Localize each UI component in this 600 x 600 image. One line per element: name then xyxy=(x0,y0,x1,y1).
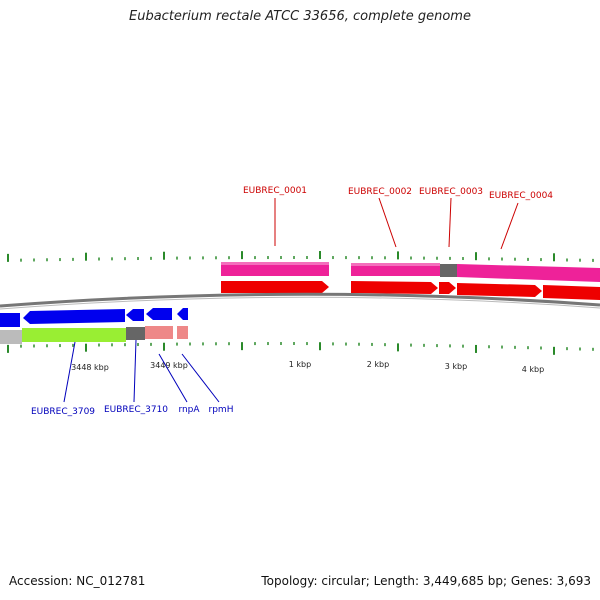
scale-label-3-kbp: 3 kbp xyxy=(445,362,467,371)
gene-label-eubrec-0004[interactable]: EUBREC_0004 xyxy=(489,191,553,201)
gene-bar-eubrec-0004[interactable] xyxy=(457,264,600,282)
cds-arrow-rpmh[interactable] xyxy=(177,308,188,320)
tick-row-top xyxy=(7,251,594,262)
leader-line-rnpa xyxy=(158,353,188,403)
scale-label-4-kbp: 4 kbp xyxy=(522,365,544,374)
cds-arrow-rnpa[interactable] xyxy=(146,308,172,320)
gene-bar-rnpa[interactable] xyxy=(145,326,173,339)
scale-label-3449-kbp: 3449 kbp xyxy=(150,361,188,370)
leader-line-eubrec-0002 xyxy=(378,197,397,248)
gene-bar-eubrec-0003[interactable] xyxy=(440,264,457,277)
gene-label-eubrec-0003[interactable]: EUBREC_0003 xyxy=(419,187,483,197)
cds-arrow-eubrec-3709[interactable] xyxy=(23,309,125,324)
gene-label-eubrec-3710[interactable]: EUBREC_3710 xyxy=(104,405,168,415)
cds-arrow-eubrec-0001[interactable] xyxy=(221,281,329,293)
cds-arrow-eubrec-0003[interactable] xyxy=(439,282,456,294)
cds-arrow-bottom-1[interactable] xyxy=(0,313,20,327)
genome-summary: Topology: circular; Length: 3,449,685 bp… xyxy=(261,574,591,588)
cds-track-bottom xyxy=(0,308,188,327)
gene-bar-bottom-gray[interactable] xyxy=(0,330,22,344)
leader-line-eubrec-0004 xyxy=(500,202,519,250)
gene-bar-rpmh[interactable] xyxy=(177,326,188,339)
map-title: Eubacterium rectale ATCC 33656, complete… xyxy=(129,9,471,24)
genome-backbone-shadow xyxy=(0,296,600,310)
genome-backbone xyxy=(0,292,600,308)
gene-track-top xyxy=(221,262,600,282)
gene-bar-highlight xyxy=(221,262,329,265)
leader-line-eubrec-0003 xyxy=(448,197,452,248)
bottom-gene-labels: EUBREC_3709 EUBREC_3710 rnpA rpmH xyxy=(31,339,234,417)
gene-label-rpmh[interactable]: rpmH xyxy=(209,405,234,415)
leader-line-eubrec-3710 xyxy=(133,339,137,403)
scale-label-3448-kbp: 3448 kbp xyxy=(71,363,109,372)
cds-arrow-eubrec-0005[interactable] xyxy=(543,285,600,300)
gene-bar-eubrec-0002[interactable] xyxy=(351,263,440,276)
tick-row-bottom xyxy=(7,342,594,355)
accession-label: Accession: NC_012781 xyxy=(9,574,146,588)
gene-bar-highlight xyxy=(351,263,440,266)
gene-label-eubrec-0001[interactable]: EUBREC_0001 xyxy=(243,186,307,196)
cds-arrow-eubrec-0002[interactable] xyxy=(351,281,438,294)
gene-bar-eubrec-0001[interactable] xyxy=(221,262,329,276)
gene-track-bottom xyxy=(0,326,188,344)
cds-arrow-eubrec-3710[interactable] xyxy=(126,309,144,321)
scale-labels: 3448 kbp 3449 kbp 1 kbp 2 kbp 3 kbp 4 kb… xyxy=(71,360,544,374)
scale-label-1-kbp: 1 kbp xyxy=(289,360,311,369)
gene-label-rnpa[interactable]: rnpA xyxy=(178,405,200,415)
gene-bar-eubrec-3710[interactable] xyxy=(126,327,145,340)
gene-bar-eubrec-3709[interactable] xyxy=(22,328,126,342)
cds-track-top xyxy=(221,281,600,300)
gene-label-eubrec-0002[interactable]: EUBREC_0002 xyxy=(348,187,412,197)
cds-arrow-eubrec-0004[interactable] xyxy=(457,283,542,297)
top-gene-labels: EUBREC_0001 EUBREC_0002 EUBREC_0003 EUBR… xyxy=(243,186,553,250)
gene-label-eubrec-3709[interactable]: EUBREC_3709 xyxy=(31,407,95,417)
scale-label-2-kbp: 2 kbp xyxy=(367,360,389,369)
leader-line-rpmh xyxy=(181,353,220,403)
leader-line-eubrec-3709 xyxy=(63,341,76,403)
